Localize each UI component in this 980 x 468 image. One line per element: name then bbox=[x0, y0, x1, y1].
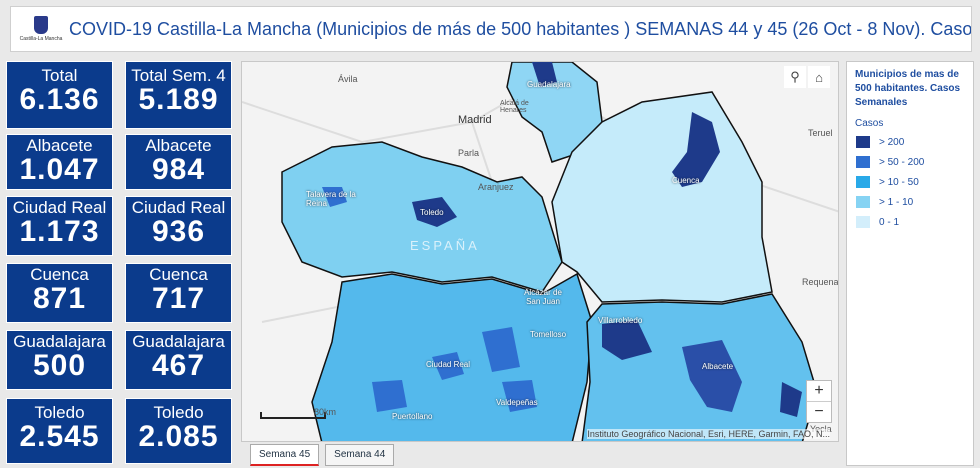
legend-swatch-icon bbox=[855, 195, 871, 209]
legend-item: > 10 - 50 bbox=[855, 175, 965, 189]
card-label: Cuenca bbox=[30, 265, 89, 284]
card-label: Total bbox=[41, 66, 78, 85]
choropleth-map[interactable]: Ávila Madrid Alcalá de Henares Guadalaja… bbox=[241, 61, 839, 442]
stat-card-cuenca-44: Cuenca 717 bbox=[125, 263, 232, 323]
legend-item-label: 0 - 1 bbox=[879, 216, 900, 228]
stat-card-toledo-45: Toledo 2.545 bbox=[6, 398, 113, 464]
map-label-avila: Ávila bbox=[338, 74, 358, 84]
dashboard-title: COVID-19 Castilla-La Mancha (Municipios … bbox=[69, 18, 971, 39]
stat-card-guadalajara-44: Guadalajara 467 bbox=[125, 330, 232, 390]
map-label-espana: ESPAÑA bbox=[410, 238, 480, 253]
legend-subtitle: Casos bbox=[855, 118, 884, 129]
card-value: 6.136 bbox=[19, 83, 100, 116]
card-value: 2.085 bbox=[138, 420, 219, 453]
card-value: 467 bbox=[151, 349, 206, 382]
zoom-out-button[interactable]: − bbox=[814, 403, 824, 420]
map-label-requena: Requena bbox=[802, 277, 839, 287]
map-label-toledo: Toledo bbox=[420, 208, 444, 217]
tab-semana-45[interactable]: Semana 45 bbox=[250, 444, 320, 466]
legend-item-label: > 200 bbox=[879, 136, 905, 148]
card-label: Albacete bbox=[26, 136, 93, 155]
map-label-cuenca: Cuenca bbox=[672, 176, 700, 185]
stat-card-cuenca-45: Cuenca 871 bbox=[6, 263, 113, 323]
stat-card-ciudad-real-45: Ciudad Real 1.173 bbox=[6, 196, 113, 256]
legend-item: > 1 - 10 bbox=[855, 195, 965, 209]
stat-card-ciudad-real-44: Ciudad Real 936 bbox=[125, 196, 232, 256]
map-label-aranjuez: Aranjuez bbox=[478, 182, 514, 192]
card-label: Ciudad Real bbox=[12, 198, 107, 217]
card-label: Guadalajara bbox=[13, 332, 106, 351]
legend-swatch-icon bbox=[855, 135, 871, 149]
zoom-control: + − bbox=[806, 380, 832, 423]
map-label-tomelloso: Tomelloso bbox=[530, 330, 567, 339]
legend-swatch-icon bbox=[855, 215, 871, 229]
legend-item: 0 - 1 bbox=[855, 215, 965, 229]
card-value: 500 bbox=[32, 349, 87, 382]
stat-card-total: Total 6.136 bbox=[6, 61, 113, 129]
legend-swatch-icon bbox=[855, 175, 871, 189]
map-label-talavera: Talavera de la Reina bbox=[306, 190, 356, 208]
legend-swatch-icon bbox=[855, 155, 871, 169]
map-label-villarrobledo: Villarrobledo bbox=[598, 316, 643, 325]
card-value: 871 bbox=[32, 282, 87, 315]
legend-item-label: > 10 - 50 bbox=[879, 176, 919, 188]
card-label: Total Sem. 4 bbox=[131, 66, 226, 85]
card-label: Guadalajara bbox=[132, 332, 225, 351]
tab-semana-44[interactable]: Semana 44 bbox=[325, 444, 395, 466]
map-label-parla: Parla bbox=[458, 148, 480, 158]
map-label-guadalajara: Guadalajara bbox=[527, 80, 571, 89]
map-label-ciudad-real: Ciudad Real bbox=[426, 360, 471, 369]
crest-icon bbox=[34, 16, 48, 34]
card-value: 717 bbox=[151, 282, 206, 315]
legend-item: > 200 bbox=[855, 135, 965, 149]
map-label-madrid: Madrid bbox=[458, 114, 492, 126]
map-canvas bbox=[242, 62, 838, 441]
map-label-teruel: Teruel bbox=[808, 128, 833, 138]
card-value: 2.545 bbox=[19, 420, 100, 453]
map-label-valdepenas: Valdepeñas bbox=[496, 398, 538, 407]
stat-card-albacete-45: Albacete 1.047 bbox=[6, 134, 113, 190]
stat-card-toledo-44: Toledo 2.085 bbox=[125, 398, 232, 464]
castilla-la-mancha-logo: Castilla-La Mancha bbox=[19, 11, 63, 47]
zoom-in-button[interactable]: + bbox=[807, 381, 831, 402]
map-label-puertollano: Puertollano bbox=[392, 412, 433, 421]
card-value: 1.173 bbox=[19, 215, 100, 248]
dashboard-header: Castilla-La Mancha COVID-19 Castilla-La … bbox=[10, 6, 972, 52]
card-label: Ciudad Real bbox=[131, 198, 226, 217]
card-value: 984 bbox=[151, 153, 206, 186]
card-label: Toledo bbox=[153, 403, 204, 422]
card-value: 5.189 bbox=[138, 83, 219, 116]
legend-item-label: > 50 - 200 bbox=[879, 156, 925, 168]
card-value: 936 bbox=[151, 215, 206, 248]
map-attribution: Instituto Geográfico Nacional, Esri, HER… bbox=[587, 429, 830, 439]
map-label-alcala: Alcalá de Henares bbox=[500, 100, 529, 114]
legend-title: Municipios de mas de 500 habitantes. Cas… bbox=[855, 69, 961, 108]
card-label: Cuenca bbox=[149, 265, 208, 284]
stat-card-total-week: Total Sem. 4 5.189 bbox=[125, 61, 232, 129]
scale-bar bbox=[260, 412, 326, 419]
card-label: Albacete bbox=[145, 136, 212, 155]
card-value: 1.047 bbox=[19, 153, 100, 186]
card-label: Toledo bbox=[34, 403, 85, 422]
search-icon[interactable]: ⚲ bbox=[784, 66, 806, 88]
legend-item-label: > 1 - 10 bbox=[879, 196, 914, 208]
home-icon[interactable]: ⌂ bbox=[808, 66, 830, 88]
legend-item: > 50 - 200 bbox=[855, 155, 965, 169]
map-legend: Municipios de mas de 500 habitantes. Cas… bbox=[846, 61, 974, 466]
stat-card-albacete-44: Albacete 984 bbox=[125, 134, 232, 190]
stat-card-guadalajara-45: Guadalajara 500 bbox=[6, 330, 113, 390]
logo-text: Castilla-La Mancha bbox=[19, 36, 63, 42]
map-label-alcazar: Alcázar de San Juan bbox=[524, 288, 562, 306]
scale-label: 80km bbox=[314, 407, 337, 417]
week-tabs: Semana 45 Semana 44 bbox=[250, 444, 395, 466]
map-label-albacete: Albacete bbox=[702, 362, 734, 371]
